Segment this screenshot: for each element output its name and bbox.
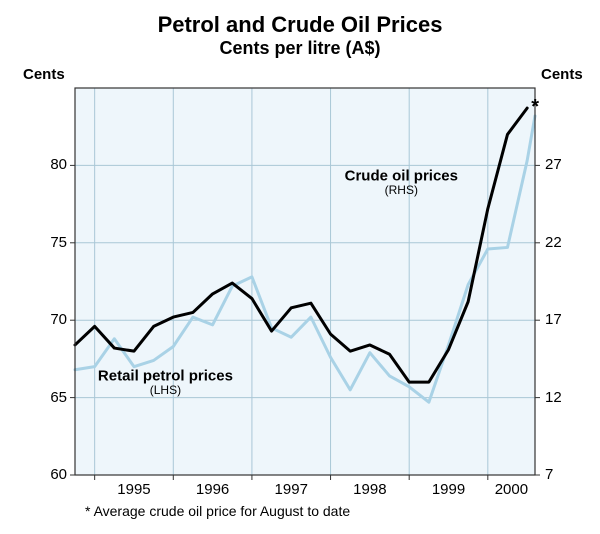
y-left-tick: 60 (17, 466, 67, 483)
chart-footnote: * Average crude oil price for August to … (85, 503, 545, 519)
x-tick: 1996 (196, 481, 229, 498)
retail-petrol-sublabel: (LHS) (150, 383, 181, 397)
x-tick: 2000 (495, 481, 528, 498)
y-left-tick: 65 (17, 389, 67, 406)
asterisk-marker: * (531, 96, 539, 119)
x-tick: 1999 (432, 481, 465, 498)
y-right-tick: 22 (545, 234, 595, 251)
y-left-tick: 70 (17, 311, 67, 328)
crude-oil-sublabel: (RHS) (385, 183, 418, 197)
x-tick: 1998 (353, 481, 386, 498)
y-right-tick: 7 (545, 466, 595, 483)
chart-subtitle: Cents per litre (A$) (0, 38, 600, 59)
y-right-tick: 12 (545, 389, 595, 406)
y-axis-title-left: Cents (23, 66, 65, 83)
y-right-tick: 27 (545, 156, 595, 173)
y-axis-title-right: Cents (541, 66, 583, 83)
chart-svg (0, 0, 600, 534)
x-tick: 1995 (117, 481, 150, 498)
chart-title: Petrol and Crude Oil Prices (0, 12, 600, 38)
y-left-tick: 75 (17, 234, 67, 251)
retail-petrol-label: Retail petrol prices (98, 367, 233, 384)
y-right-tick: 17 (545, 311, 595, 328)
y-left-tick: 80 (17, 156, 67, 173)
x-tick: 1997 (275, 481, 308, 498)
